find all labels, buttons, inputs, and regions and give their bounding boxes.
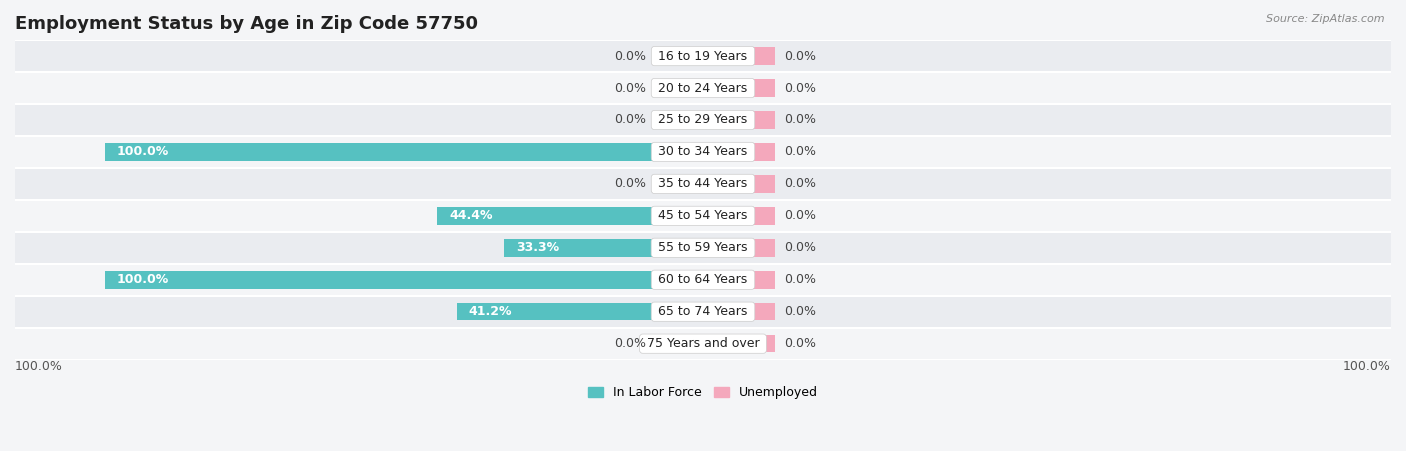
- Text: 41.2%: 41.2%: [468, 305, 512, 318]
- Bar: [703, 175, 775, 193]
- Text: 0.0%: 0.0%: [783, 177, 815, 190]
- Text: 44.4%: 44.4%: [450, 209, 494, 222]
- Bar: [703, 303, 775, 321]
- Bar: [15, 232, 1391, 264]
- Bar: [703, 207, 775, 225]
- Bar: [703, 239, 775, 257]
- Text: Employment Status by Age in Zip Code 57750: Employment Status by Age in Zip Code 577…: [15, 15, 478, 33]
- Bar: [655, 79, 703, 97]
- Bar: [104, 143, 703, 161]
- Bar: [655, 175, 703, 193]
- Bar: [15, 40, 1391, 72]
- Text: 0.0%: 0.0%: [783, 305, 815, 318]
- Text: 0.0%: 0.0%: [783, 82, 815, 95]
- Bar: [503, 239, 703, 257]
- Bar: [104, 271, 703, 289]
- Bar: [703, 271, 775, 289]
- Text: 0.0%: 0.0%: [614, 337, 647, 350]
- Text: 0.0%: 0.0%: [783, 50, 815, 63]
- Text: 60 to 64 Years: 60 to 64 Years: [654, 273, 752, 286]
- Legend: In Labor Force, Unemployed: In Labor Force, Unemployed: [583, 382, 823, 405]
- Text: 0.0%: 0.0%: [783, 241, 815, 254]
- Text: 0.0%: 0.0%: [783, 209, 815, 222]
- Bar: [15, 264, 1391, 296]
- Text: 0.0%: 0.0%: [783, 114, 815, 126]
- Text: 0.0%: 0.0%: [614, 114, 647, 126]
- Bar: [655, 111, 703, 129]
- Text: 30 to 34 Years: 30 to 34 Years: [654, 145, 752, 158]
- Text: 0.0%: 0.0%: [614, 50, 647, 63]
- Bar: [703, 47, 775, 65]
- Text: 100.0%: 100.0%: [15, 360, 63, 373]
- Text: 16 to 19 Years: 16 to 19 Years: [654, 50, 752, 63]
- Text: 0.0%: 0.0%: [614, 82, 647, 95]
- Text: Source: ZipAtlas.com: Source: ZipAtlas.com: [1267, 14, 1385, 23]
- Bar: [655, 47, 703, 65]
- Bar: [15, 168, 1391, 200]
- Text: 33.3%: 33.3%: [516, 241, 558, 254]
- Text: 0.0%: 0.0%: [783, 273, 815, 286]
- Bar: [15, 328, 1391, 359]
- Bar: [703, 111, 775, 129]
- Bar: [437, 207, 703, 225]
- Bar: [15, 72, 1391, 104]
- Bar: [655, 335, 703, 352]
- Text: 65 to 74 Years: 65 to 74 Years: [654, 305, 752, 318]
- Bar: [457, 303, 703, 321]
- Text: 0.0%: 0.0%: [783, 337, 815, 350]
- Text: 20 to 24 Years: 20 to 24 Years: [654, 82, 752, 95]
- Text: 75 Years and over: 75 Years and over: [643, 337, 763, 350]
- Bar: [703, 335, 775, 352]
- Bar: [15, 200, 1391, 232]
- Text: 0.0%: 0.0%: [783, 145, 815, 158]
- Text: 100.0%: 100.0%: [117, 145, 169, 158]
- Text: 100.0%: 100.0%: [1343, 360, 1391, 373]
- Text: 35 to 44 Years: 35 to 44 Years: [654, 177, 752, 190]
- Text: 100.0%: 100.0%: [117, 273, 169, 286]
- Text: 45 to 54 Years: 45 to 54 Years: [654, 209, 752, 222]
- Text: 55 to 59 Years: 55 to 59 Years: [654, 241, 752, 254]
- Bar: [703, 79, 775, 97]
- Bar: [15, 104, 1391, 136]
- Bar: [703, 143, 775, 161]
- Bar: [15, 296, 1391, 328]
- Bar: [15, 136, 1391, 168]
- Text: 25 to 29 Years: 25 to 29 Years: [654, 114, 752, 126]
- Text: 0.0%: 0.0%: [614, 177, 647, 190]
